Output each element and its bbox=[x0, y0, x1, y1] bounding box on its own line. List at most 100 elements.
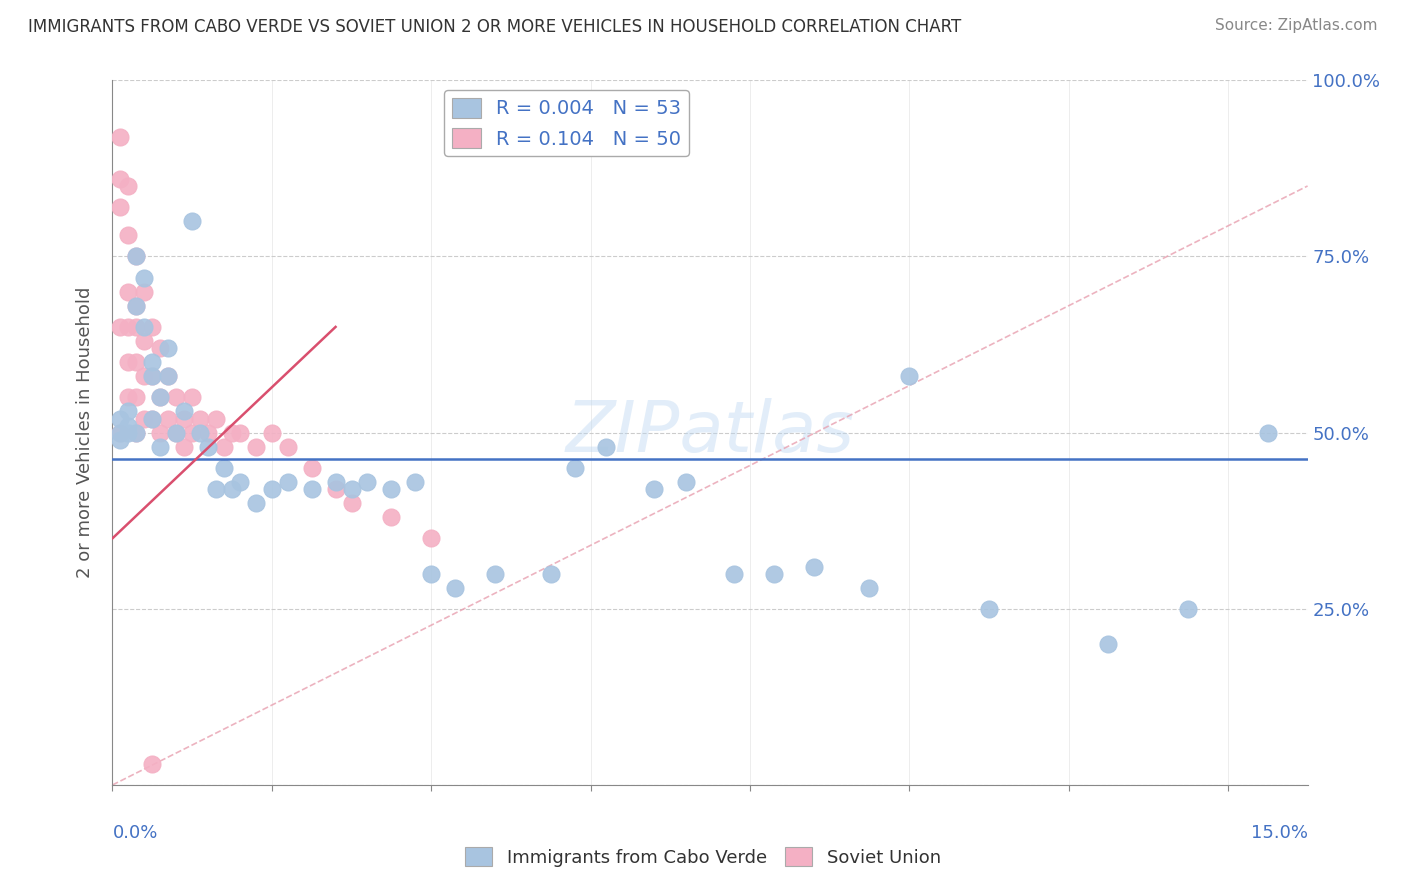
Point bbox=[643, 482, 665, 496]
Point bbox=[380, 482, 402, 496]
Text: 0.0%: 0.0% bbox=[112, 823, 157, 842]
Point bbox=[173, 404, 195, 418]
Point bbox=[125, 391, 148, 405]
Text: IMMIGRANTS FROM CABO VERDE VS SOVIET UNION 2 OR MORE VEHICLES IN HOUSEHOLD CORRE: IMMIGRANTS FROM CABO VERDE VS SOVIET UNI… bbox=[28, 18, 962, 36]
Point bbox=[134, 320, 156, 334]
Point bbox=[858, 581, 880, 595]
Point bbox=[260, 482, 283, 496]
Point bbox=[134, 334, 156, 348]
Point bbox=[301, 482, 323, 496]
Point bbox=[157, 369, 180, 384]
Point bbox=[134, 285, 156, 299]
Point bbox=[125, 320, 148, 334]
Point bbox=[110, 411, 132, 425]
Point bbox=[564, 460, 586, 475]
Point bbox=[110, 425, 132, 440]
Point bbox=[117, 320, 139, 334]
Point bbox=[134, 270, 156, 285]
Point bbox=[141, 411, 163, 425]
Point bbox=[420, 566, 443, 581]
Point bbox=[117, 418, 139, 433]
Point bbox=[125, 299, 148, 313]
Point bbox=[141, 756, 163, 771]
Point bbox=[221, 425, 243, 440]
Point bbox=[188, 425, 211, 440]
Y-axis label: 2 or more Vehicles in Household: 2 or more Vehicles in Household bbox=[76, 287, 94, 578]
Point bbox=[197, 425, 219, 440]
Point bbox=[1097, 637, 1119, 651]
Point bbox=[125, 299, 148, 313]
Point bbox=[675, 475, 697, 489]
Point bbox=[404, 475, 426, 489]
Point bbox=[125, 250, 148, 264]
Point bbox=[595, 440, 617, 454]
Point bbox=[420, 532, 443, 546]
Point bbox=[173, 440, 195, 454]
Point bbox=[157, 411, 180, 425]
Point bbox=[110, 129, 132, 144]
Point bbox=[165, 391, 187, 405]
Point bbox=[181, 391, 204, 405]
Point bbox=[540, 566, 562, 581]
Point bbox=[444, 581, 467, 595]
Point bbox=[221, 482, 243, 496]
Point bbox=[277, 475, 299, 489]
Point bbox=[117, 355, 139, 369]
Point bbox=[356, 475, 378, 489]
Point bbox=[212, 460, 235, 475]
Point bbox=[125, 425, 148, 440]
Point bbox=[380, 510, 402, 524]
Point bbox=[141, 369, 163, 384]
Point bbox=[110, 172, 132, 186]
Point bbox=[1177, 601, 1199, 615]
Legend: Immigrants from Cabo Verde, Soviet Union: Immigrants from Cabo Verde, Soviet Union bbox=[458, 840, 948, 874]
Point bbox=[977, 601, 1000, 615]
Point bbox=[245, 440, 267, 454]
Point bbox=[484, 566, 506, 581]
Point bbox=[762, 566, 785, 581]
Point bbox=[141, 320, 163, 334]
Point bbox=[197, 440, 219, 454]
Point bbox=[325, 475, 347, 489]
Point bbox=[149, 425, 172, 440]
Point bbox=[898, 369, 921, 384]
Text: ZIPatlas: ZIPatlas bbox=[565, 398, 855, 467]
Point bbox=[205, 482, 228, 496]
Point bbox=[125, 250, 148, 264]
Point bbox=[134, 411, 156, 425]
Point bbox=[165, 425, 187, 440]
Point bbox=[141, 411, 163, 425]
Point bbox=[157, 341, 180, 355]
Point bbox=[149, 391, 172, 405]
Point bbox=[117, 425, 139, 440]
Point bbox=[723, 566, 745, 581]
Text: 15.0%: 15.0% bbox=[1250, 823, 1308, 842]
Point bbox=[157, 369, 180, 384]
Point bbox=[125, 355, 148, 369]
Point bbox=[229, 475, 252, 489]
Point bbox=[117, 404, 139, 418]
Point bbox=[110, 200, 132, 214]
Point bbox=[134, 369, 156, 384]
Text: Source: ZipAtlas.com: Source: ZipAtlas.com bbox=[1215, 18, 1378, 33]
Point bbox=[117, 285, 139, 299]
Point bbox=[188, 411, 211, 425]
Point bbox=[229, 425, 252, 440]
Point bbox=[149, 341, 172, 355]
Point bbox=[301, 460, 323, 475]
Point bbox=[110, 433, 132, 447]
Point bbox=[325, 482, 347, 496]
Point bbox=[141, 355, 163, 369]
Point bbox=[1257, 425, 1279, 440]
Point bbox=[125, 425, 148, 440]
Point bbox=[212, 440, 235, 454]
Point bbox=[165, 425, 187, 440]
Point bbox=[149, 391, 172, 405]
Point bbox=[173, 411, 195, 425]
Point bbox=[149, 440, 172, 454]
Point bbox=[260, 425, 283, 440]
Point bbox=[110, 425, 132, 440]
Point bbox=[181, 214, 204, 228]
Point bbox=[181, 425, 204, 440]
Point bbox=[141, 369, 163, 384]
